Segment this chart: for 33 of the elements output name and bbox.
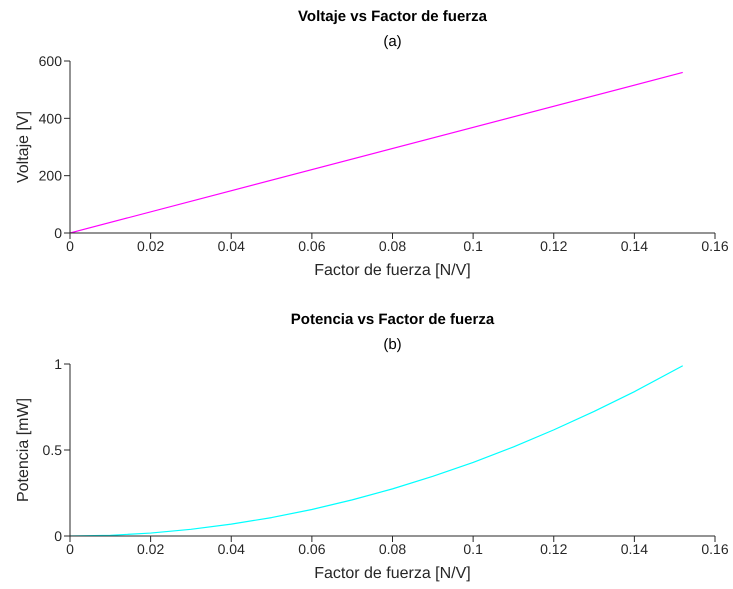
chart-title: Voltaje vs Factor de fuerza (297, 8, 488, 25)
y-tick-label: 0.5 (42, 442, 62, 458)
y-axis-title: Potencia [mW] (15, 398, 32, 502)
x-tick-label: 0.12 (540, 238, 568, 254)
x-tick-label: 0.06 (298, 540, 326, 557)
x-tick-label: 0.08 (378, 238, 406, 254)
x-axis-title: Factor de fuerza [N/V] (314, 262, 471, 279)
x-tick-label: 0.04 (218, 540, 246, 557)
chart-subtitle: (a) (382, 33, 403, 50)
y-tick-label: 1 (54, 356, 62, 372)
x-tick-label: 0 (66, 540, 74, 557)
x-tick-label: 0.16 (701, 238, 729, 254)
chart-title: Potencia vs Factor de fuerza (290, 311, 496, 328)
x-tick-label: 0.04 (218, 238, 246, 254)
y-tick-label: 600 (38, 52, 62, 69)
y-tick-label: 0 (54, 528, 62, 544)
x-tick-label: 0.02 (137, 238, 164, 254)
y-tick-label: 0 (54, 224, 62, 241)
chart-subtitle: (b) (382, 336, 403, 353)
x-tick-label: 0.14 (620, 238, 648, 254)
x-tick-label: 0.12 (540, 540, 568, 557)
x-tick-label: 0.02 (137, 540, 164, 557)
x-tick-label: 0.16 (701, 540, 729, 557)
x-tick-label: 0.1 (463, 238, 484, 254)
x-tick-label: 0.06 (298, 238, 326, 254)
y-tick-label: 400 (38, 110, 62, 126)
y-axis-title: Voltaje [V] (15, 110, 32, 184)
x-tick-label: 0.08 (378, 540, 406, 557)
x-tick-label: 0 (66, 238, 74, 254)
x-tick-label: 0.1 (463, 540, 484, 557)
y-tick-label: 200 (38, 168, 62, 184)
x-axis-title: Factor de fuerza [N/V] (314, 565, 471, 582)
x-tick-label: 0.14 (620, 540, 648, 557)
